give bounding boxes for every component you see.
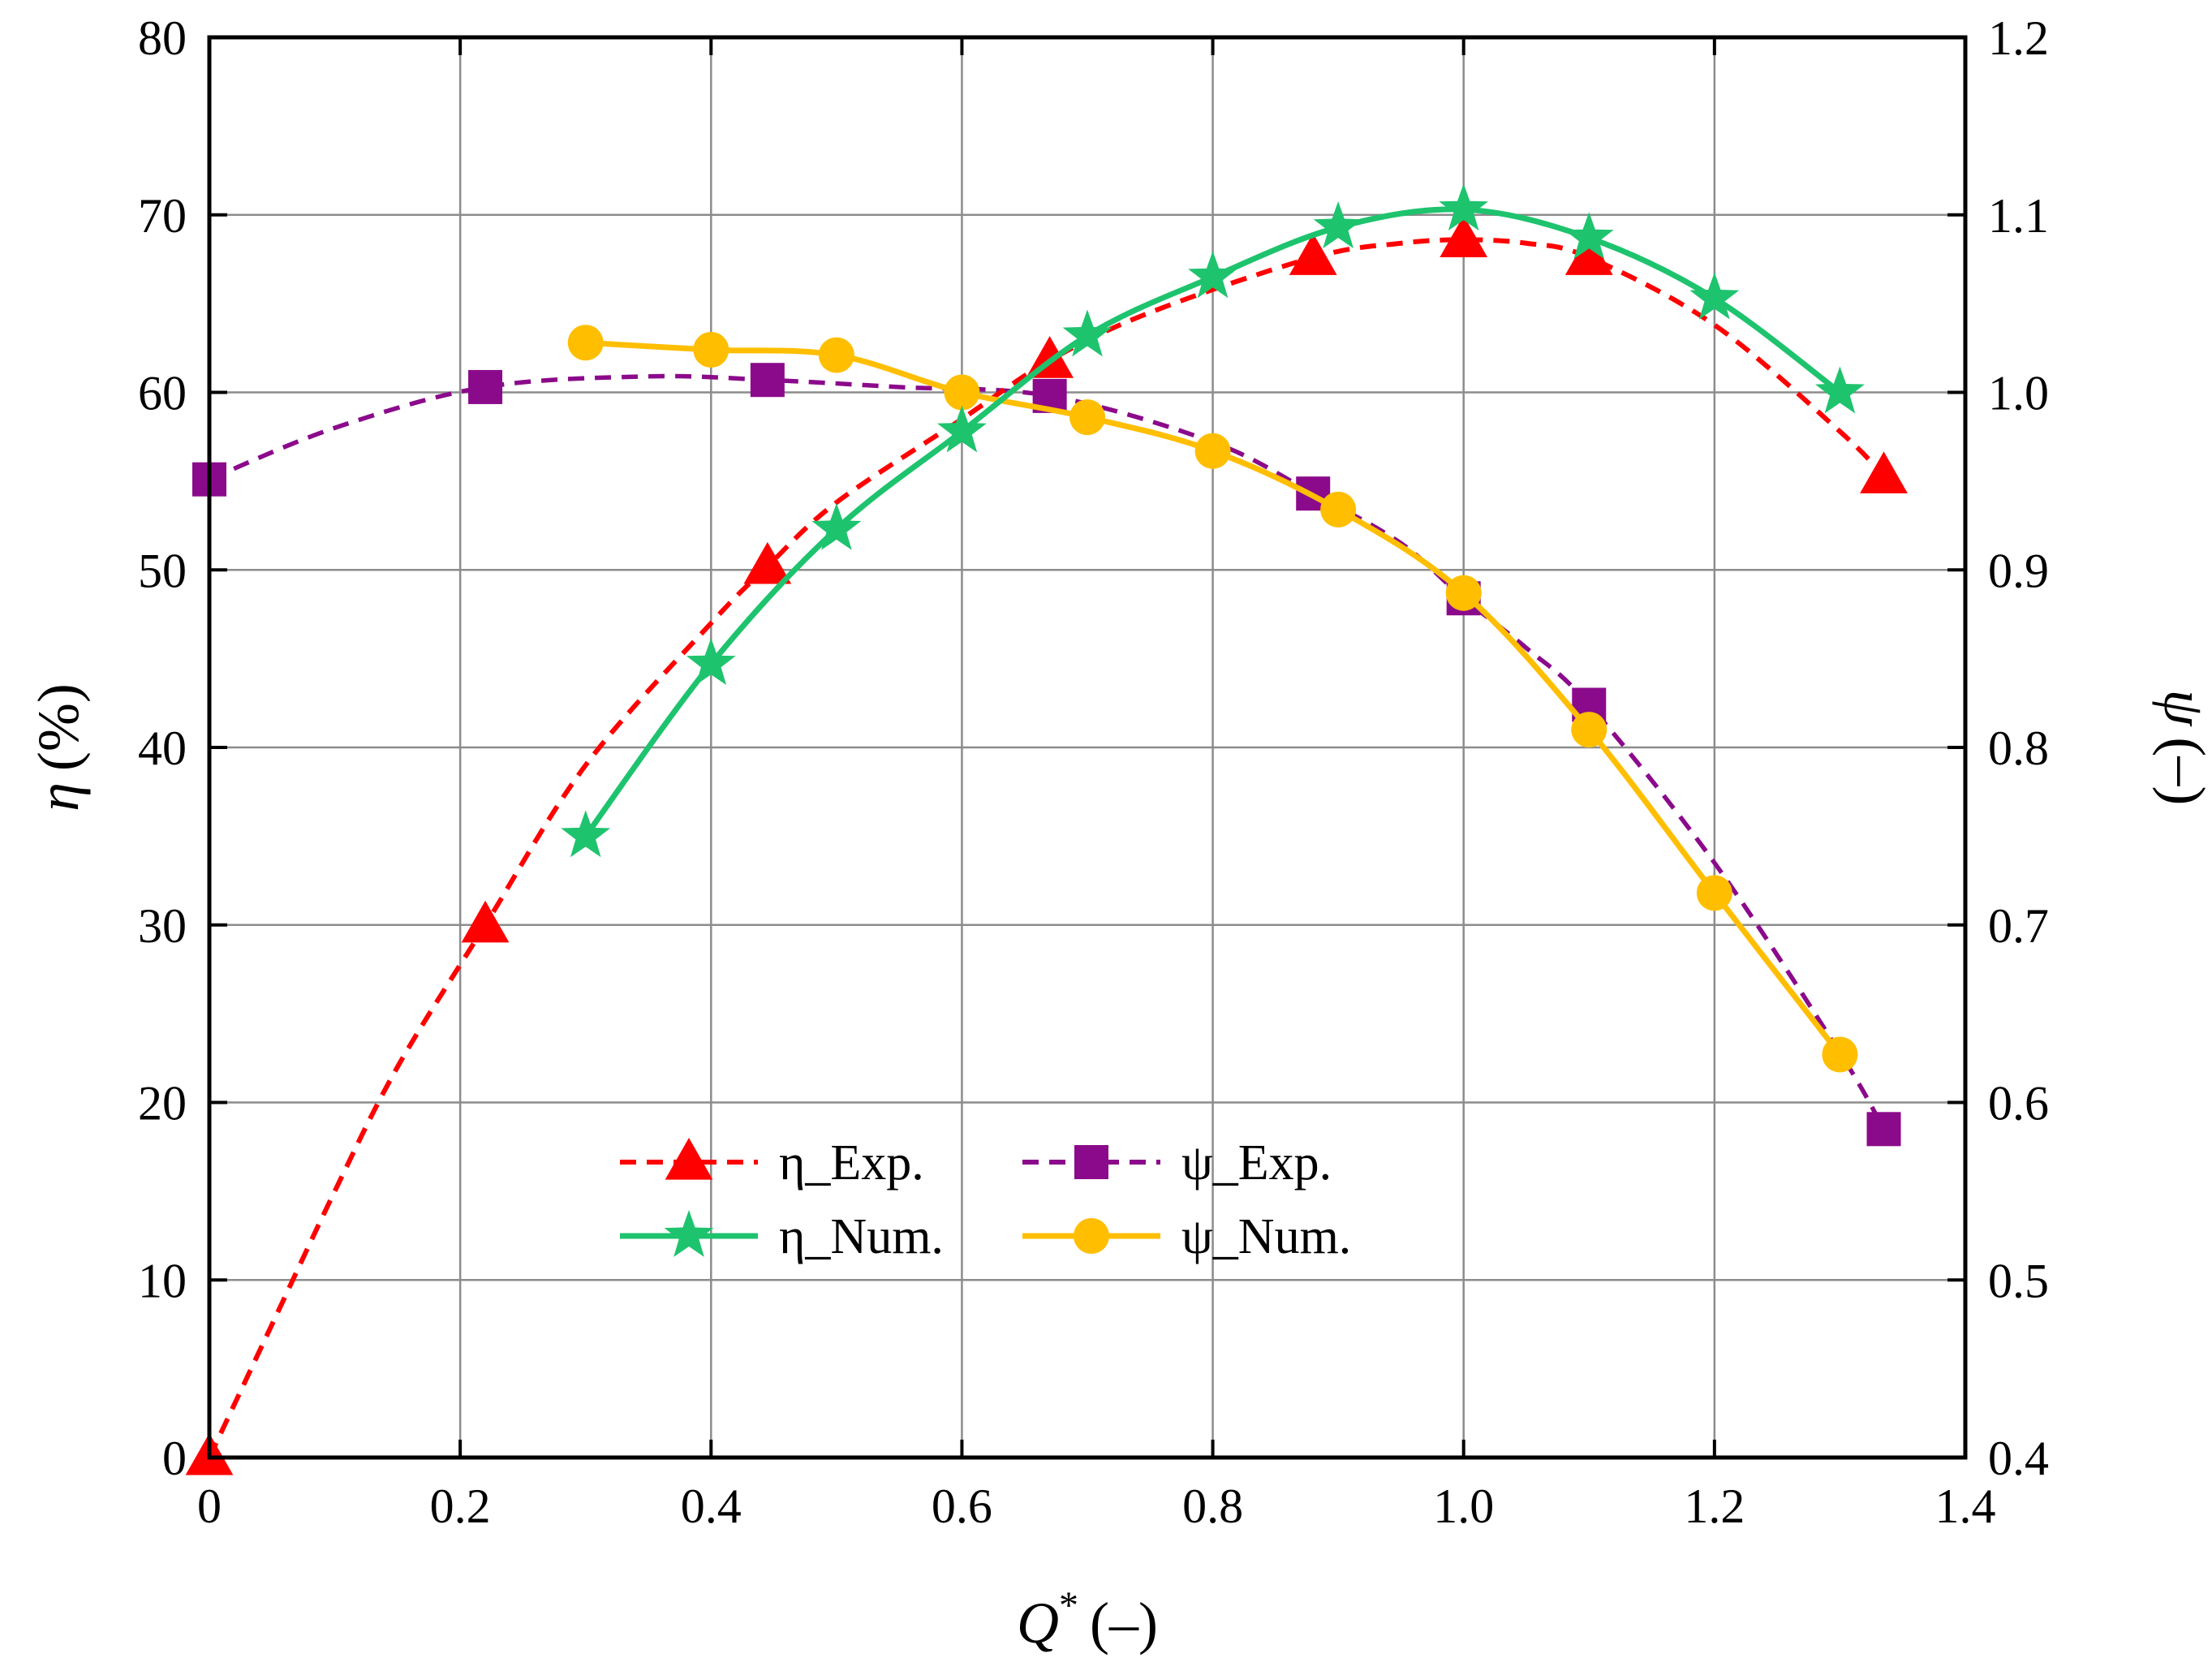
- legend-item: ψ_Exp.: [1022, 1135, 1332, 1191]
- x-tick-label: 0.8: [1182, 1479, 1243, 1533]
- data-point: [811, 502, 862, 550]
- legend-item: ψ_Num.: [1022, 1209, 1351, 1264]
- data-point: [743, 541, 792, 584]
- grid: [209, 37, 1965, 1458]
- series-line: [585, 339, 1843, 1057]
- x-tick-labels: 0 0.2 0.4 0.6 0.8 1.0 1.2 1.4: [197, 1479, 1996, 1533]
- y-left-tick-label: 20: [138, 1077, 187, 1130]
- data-point: [1564, 233, 1613, 275]
- legend-label: ψ_Exp.: [1181, 1135, 1332, 1191]
- y-right-tick-label: 0.6: [1988, 1077, 2049, 1130]
- legend-swatch-marker: [1074, 1145, 1108, 1179]
- data-point: [686, 638, 736, 686]
- data-point: [1860, 451, 1908, 493]
- series-layer: [185, 183, 1908, 1475]
- data-point: [561, 810, 611, 858]
- data-point: [750, 363, 785, 398]
- legend: η_Exp. ψ_Exp. η_Num. ψ_Num.: [620, 1135, 1351, 1264]
- y-left-tick-label: 0: [162, 1432, 187, 1485]
- data-point: [1439, 183, 1489, 231]
- data-point: [1320, 491, 1357, 527]
- data-point: [1689, 272, 1740, 320]
- y-right-tick-label: 0.8: [1988, 721, 2049, 775]
- data-point: [1440, 215, 1488, 257]
- y-right-tick-label: 0.7: [1988, 899, 2049, 953]
- data-point: [1194, 433, 1231, 469]
- series-line: [583, 206, 1842, 838]
- data-point: [1445, 575, 1482, 611]
- legend-item: η_Exp.: [620, 1135, 924, 1191]
- data-point: [1564, 212, 1614, 260]
- legend-swatch-marker: [1074, 1218, 1109, 1254]
- data-point: [1289, 233, 1337, 275]
- data-point: [1062, 309, 1112, 357]
- y-left-tick-label: 40: [138, 721, 187, 775]
- y-right-tick-label: 0.4: [1988, 1432, 2049, 1485]
- data-point: [468, 369, 503, 404]
- x-tick-label: 1.4: [1935, 1479, 1996, 1533]
- plot-frame: [207, 35, 1968, 1460]
- data-point: [1069, 399, 1105, 436]
- data-point: [1866, 1112, 1901, 1147]
- y-right-tick-label: 0.5: [1988, 1254, 2049, 1307]
- data-point: [937, 405, 987, 453]
- data-point: [818, 337, 854, 373]
- data-point: [1822, 1036, 1858, 1073]
- legend-swatch-marker: [664, 1210, 714, 1257]
- legend-label: η_Num.: [779, 1209, 944, 1264]
- x-tick-label: 0.4: [681, 1479, 742, 1533]
- data-point: [1815, 366, 1865, 414]
- y-left-tick-label: 80: [138, 11, 187, 65]
- y-right-tick-label: 1.2: [1988, 11, 2049, 65]
- data-point: [1696, 875, 1732, 911]
- y-right-tick-label: 1.0: [1988, 367, 2049, 420]
- y-left-tick-label: 50: [138, 544, 187, 597]
- y-left-tick-label: 60: [138, 367, 187, 420]
- y-left-tick-label: 30: [138, 899, 187, 953]
- y-right-tick-label: 0.9: [1988, 544, 2049, 597]
- data-point: [1313, 201, 1363, 248]
- legend-label: ψ_Num.: [1181, 1209, 1351, 1264]
- series-star-group: [561, 183, 1865, 858]
- data-point: [567, 325, 604, 361]
- data-point: [1571, 712, 1607, 748]
- x-tick-label: 0.2: [430, 1479, 491, 1533]
- x-tick-label: 0.6: [932, 1479, 992, 1533]
- y-left-axis-title: η(%): [26, 683, 91, 812]
- y-right-tick-label: 1.1: [1988, 189, 2049, 243]
- legend-swatch-marker: [665, 1138, 713, 1180]
- y-right-tick-labels: 0.4 0.5 0.6 0.7 0.8 0.9 1.0 1.1 1.2: [1988, 11, 2049, 1485]
- legend-item: η_Num.: [620, 1209, 944, 1264]
- y-right-axis-title: ψ(–): [2152, 690, 2212, 806]
- data-point: [693, 332, 729, 368]
- data-point: [461, 900, 510, 943]
- x-tick-label: 1.0: [1433, 1479, 1494, 1533]
- x-tick-label: 1.2: [1684, 1479, 1745, 1533]
- data-point: [944, 374, 980, 411]
- series-circle-group: [567, 325, 1858, 1073]
- x-tick-label: 0: [197, 1479, 222, 1533]
- legend-label: η_Exp.: [779, 1135, 924, 1191]
- y-left-tick-label: 70: [138, 189, 187, 243]
- y-left-tick-labels: 0 10 20 30 40 50 60 70 80: [138, 11, 187, 1485]
- series-line: [208, 373, 1886, 1130]
- y-left-tick-label: 10: [138, 1254, 187, 1307]
- x-axis-title: Q* (–): [1017, 1584, 1158, 1656]
- data-point: [1188, 251, 1237, 299]
